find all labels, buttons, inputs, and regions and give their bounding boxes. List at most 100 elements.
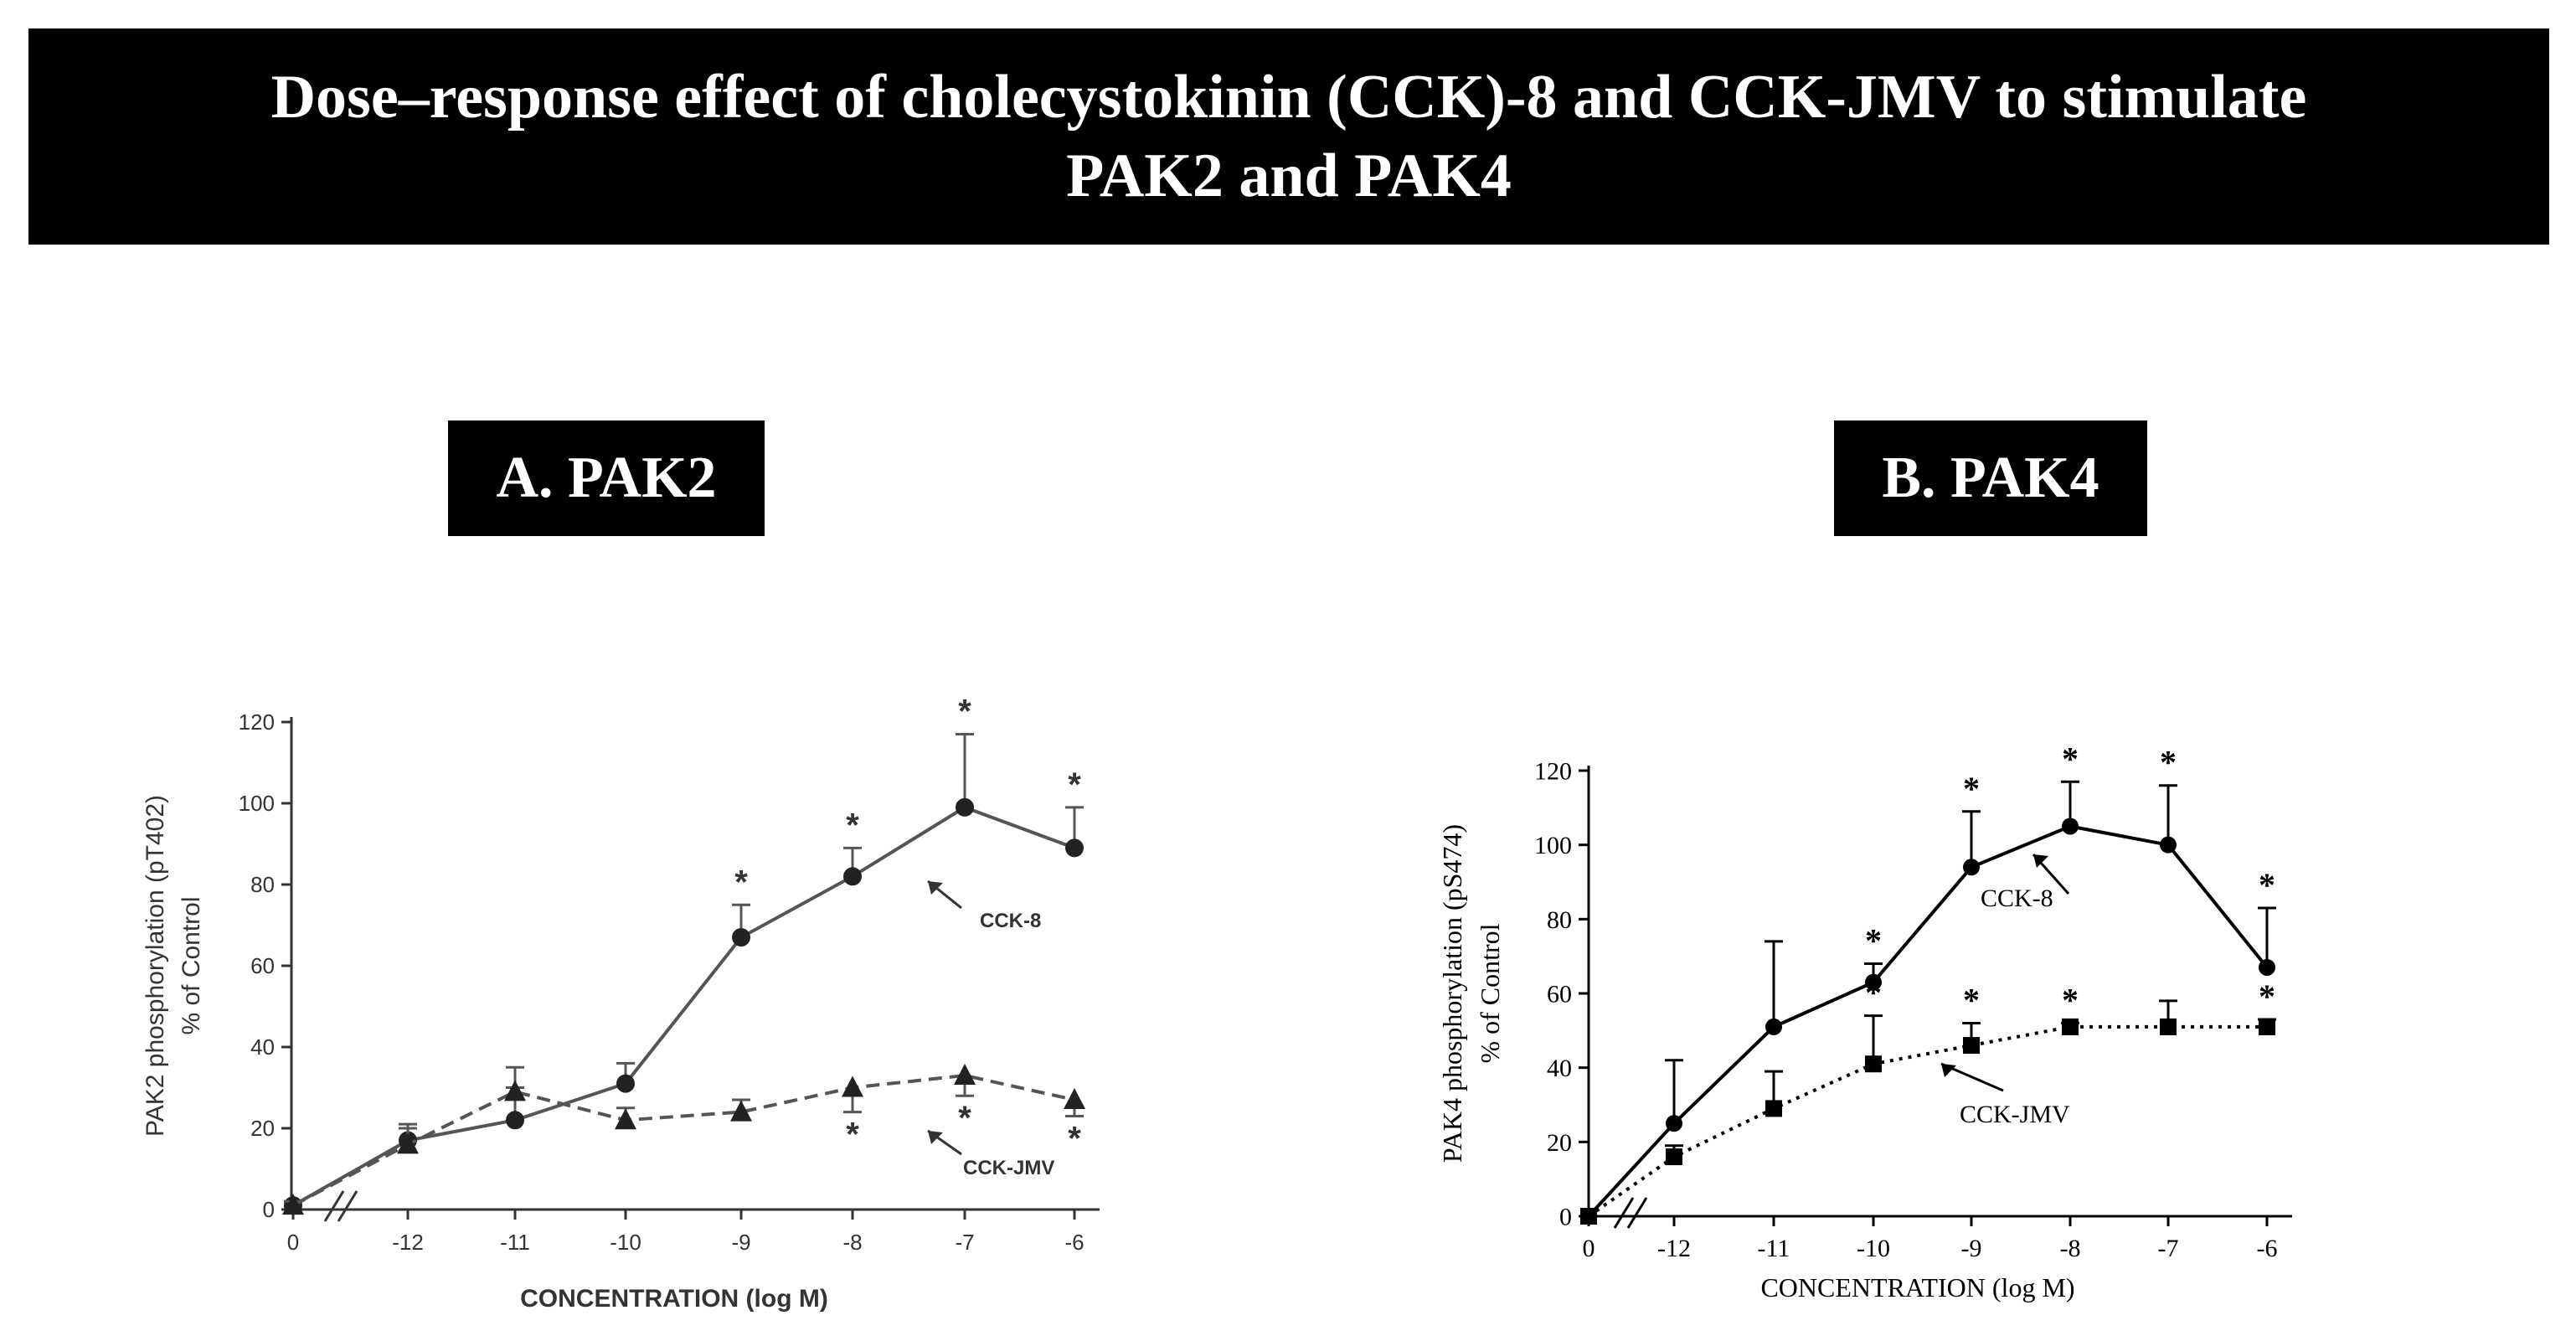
y-tick-label: 20 [1547,1129,1572,1157]
x-tick-label: -10 [610,1230,641,1255]
data-point [616,1074,635,1093]
axis-break-mark [1613,1197,1635,1229]
data-point [2160,836,2177,854]
x-tick-label: -6 [2257,1235,2278,1262]
y-axis-label-unit: % of Control [178,896,205,1034]
y-tick-label: 40 [250,1034,275,1060]
x-tick-label: 0 [287,1230,299,1255]
data-point [2259,1018,2275,1035]
data-point [1065,838,1084,858]
data-point [397,1132,419,1154]
significance-star: * [846,1117,859,1153]
chart-b: 0 20 40 60 80 100 120 0 -12 -11 -10 -9 -8 -7 -6 PAK4 ph… [1437,740,2292,1302]
panel-b-label: B. PAK4 [1834,420,2147,536]
panel-a-label: A. PAK2 [448,420,765,536]
data-point [1666,1148,1682,1166]
significance-star: * [2259,866,2275,904]
arrow-head [928,881,943,895]
title-line-1: Dose–response effect of cholecystokinin … [270,63,2307,132]
arrow-head [928,1131,943,1144]
significance-star: * [846,807,859,843]
data-point [1765,1100,1782,1117]
series-line [1587,824,2269,1218]
significance-star: * [1068,766,1081,803]
axis-break-mark [1626,1197,1648,1229]
data-point [504,1080,526,1101]
data-point [2062,818,2079,835]
data-point [1580,1208,1597,1225]
x-tick-label: -8 [2060,1235,2081,1262]
title-line-2: PAK2 and PAK4 [1066,142,1512,210]
significance-star: * [1865,922,1882,960]
x-tick-label: -11 [1758,1235,1790,1262]
significance-star: * [1963,981,1980,1019]
y-tick-label: 0 [1559,1204,1572,1231]
significance-star: * [958,1100,971,1137]
title-banner: Dose–response effect of cholecystokinin … [28,28,2549,245]
data-point [730,1100,752,1122]
significance-star: * [2160,744,2177,781]
y-tick-label: 60 [1547,981,1572,1008]
series-line [292,1073,1075,1207]
data-point [732,928,750,947]
data-point [2259,958,2275,976]
significance-star: * [2259,977,2275,1015]
x-axis-label: CONCENTRATION (log M) [1760,1272,2074,1302]
x-axis-label: CONCENTRATION (log M) [520,1285,828,1313]
x-tick-label: -7 [955,1230,974,1255]
significance-star: * [2062,740,2079,777]
y-tick-label: 120 [1534,758,1572,786]
arrow-head [2033,854,2048,868]
x-tick-label: -10 [1857,1235,1890,1262]
data-point [506,1111,524,1130]
data-point [1064,1088,1085,1110]
x-tick-label: -9 [731,1230,750,1255]
significance-star: * [1865,974,1882,1012]
cck-jmv-label: CCK-JMV [963,1157,1054,1179]
cck8-label: CCK-8 [980,910,1041,932]
data-point [843,867,862,886]
axis-break-mark [323,1190,345,1222]
significance-star: * [2062,981,2079,1019]
y-axis-label: PAK2 phosphorylation (pT402) [142,795,169,1137]
y-tick-label: 40 [1547,1055,1572,1082]
data-point [2160,1018,2177,1035]
data-point [1865,1055,1882,1073]
significance-star: * [734,864,748,900]
x-tick-label: -11 [500,1230,530,1255]
y-tick-label: 100 [239,791,275,816]
data-point [954,1063,976,1085]
data-point [615,1108,636,1130]
data-point [2062,1018,2079,1035]
data-point [1865,973,1882,991]
x-tick-label: -8 [842,1230,862,1255]
series-cck-8: * * * * * [1580,740,2276,1225]
x-tick-label: -12 [1657,1235,1691,1262]
y-tick-label: 20 [250,1116,275,1141]
axis-break-mark [337,1190,358,1222]
data-point [842,1076,863,1097]
x-tick-label: -7 [2158,1235,2179,1262]
series-line [1587,1024,2267,1218]
y-tick-label: 80 [1547,906,1572,934]
data-point [1765,1018,1782,1035]
arrow-head [1941,1064,1956,1077]
x-tick-label: 0 [1583,1235,1595,1262]
x-tick-label: -12 [392,1230,424,1255]
data-point [1963,1037,1980,1055]
significance-star: * [1068,1120,1081,1157]
y-tick-label: 100 [1534,832,1572,859]
x-tick-label: -6 [1064,1230,1084,1255]
y-axis-label: PAK4 phosphorylation (pS474) [1437,824,1467,1163]
y-tick-label: 80 [250,872,275,897]
y-tick-label: 60 [250,953,275,978]
cck-jmv-label: CCK-JMV [1960,1101,2070,1128]
y-tick-label: 0 [263,1197,275,1222]
significance-star: * [1963,770,1980,807]
x-tick-label: -9 [1961,1235,1982,1262]
data-point [956,797,974,817]
chart-a: 0 20 40 60 80 100 120 0 -12 -11 -10 -9 -8 -7 -6 PAK2 ph… [142,694,1100,1313]
y-axis-label-unit: % of Control [1475,923,1505,1063]
series-cck-jmv: * * * * [1580,974,2276,1225]
